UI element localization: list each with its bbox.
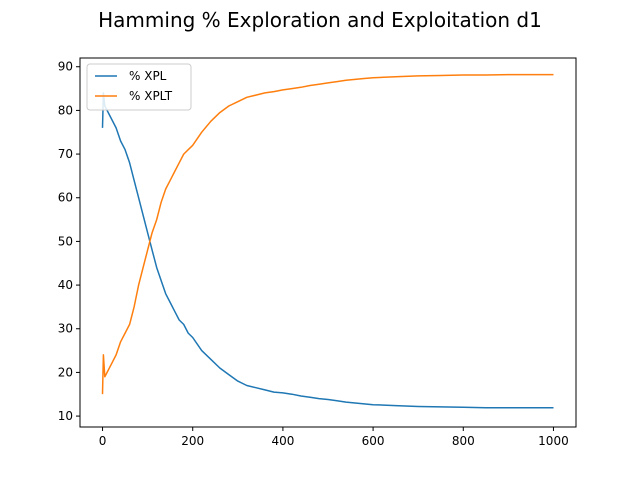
x-tick-label: 1000 (538, 434, 569, 448)
series-line-1 (101, 73, 554, 395)
x-tick-label: 200 (181, 434, 204, 448)
legend-label-0: % XPL (129, 69, 167, 83)
y-tick-label: 30 (58, 322, 73, 336)
x-tick-label: 400 (271, 434, 294, 448)
legend-label-1: % XPLT (129, 89, 173, 103)
axes: 0 200 400 600 800 1000 10 20 30 40 50 60 70 80 90 (58, 57, 577, 448)
x-tick-label: 0 (99, 434, 107, 448)
chart-title: Hamming % Exploration and Exploitation d… (98, 8, 542, 32)
y-tick-label: 70 (58, 147, 73, 161)
series-line-0 (101, 92, 554, 409)
plot-area (101, 73, 554, 409)
y-tick-label: 90 (58, 60, 73, 74)
y-tick-label: 50 (58, 234, 73, 248)
x-tick-label: 800 (452, 434, 475, 448)
y-tick-label: 40 (58, 278, 73, 292)
y-tick-label: 20 (58, 365, 73, 379)
legend: % XPL % XPLT (86, 63, 192, 111)
y-tick-label: 60 (58, 191, 73, 205)
x-tick-label: 600 (362, 434, 385, 448)
axes-frame (79, 57, 577, 428)
y-tick-label: 10 (58, 409, 73, 423)
y-tick-label: 80 (58, 103, 73, 117)
